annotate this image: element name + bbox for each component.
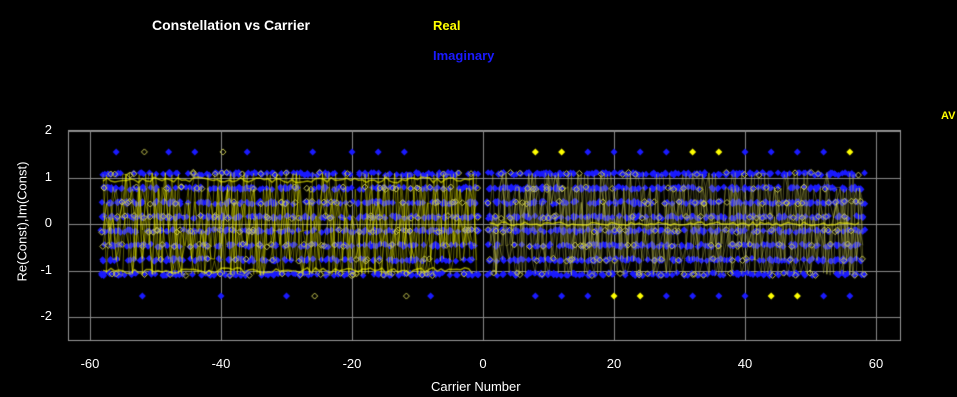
x-tick-label: 40 [737,356,753,371]
x-tick-label: -60 [80,356,100,371]
legend-imaginary: Imaginary [433,48,495,63]
y-tick-label: 2 [44,122,52,137]
x-tick-label: 0 [479,356,487,371]
y-tick-label: -2 [40,308,52,323]
x-tick-label: 60 [868,356,884,371]
x-tick-label: -40 [211,356,231,371]
legend-real: Real [433,18,461,33]
chart-title: Constellation vs Carrier [152,17,310,33]
x-tick-label: 20 [606,356,622,371]
y-tick-label: -1 [40,261,52,277]
y-tick-label: 0 [44,215,52,230]
x-tick-label: -20 [342,356,362,371]
x-axis-label: Carrier Number [431,379,521,394]
y-axis-label: Re(Const),Im(Const) [14,161,30,282]
y-tick-label: 1 [44,168,52,184]
right-edge-tag: AV [941,110,956,122]
